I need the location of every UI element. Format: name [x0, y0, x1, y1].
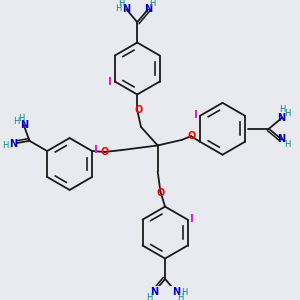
Text: H: H — [177, 293, 184, 300]
Text: I: I — [94, 145, 98, 155]
Text: H: H — [118, 0, 125, 8]
Text: H: H — [13, 117, 20, 126]
Text: N: N — [172, 287, 180, 297]
Text: H: H — [284, 140, 290, 149]
Text: H: H — [115, 4, 122, 13]
Text: N: N — [278, 134, 286, 145]
Text: N: N — [122, 4, 130, 14]
Text: O: O — [156, 188, 165, 198]
Text: H: H — [150, 0, 156, 8]
Text: O: O — [188, 131, 196, 141]
Text: I: I — [108, 77, 112, 87]
Text: O: O — [101, 147, 109, 157]
Text: N: N — [20, 120, 28, 130]
Text: I: I — [194, 110, 198, 120]
Text: H: H — [18, 114, 24, 123]
Text: N: N — [9, 139, 17, 149]
Text: H: H — [146, 293, 153, 300]
Text: N: N — [278, 113, 286, 123]
Text: I: I — [190, 214, 194, 224]
Text: H: H — [3, 140, 9, 149]
Text: N: N — [144, 4, 152, 14]
Text: N: N — [150, 287, 158, 297]
Text: O: O — [135, 105, 143, 115]
Text: H: H — [284, 109, 290, 118]
Text: H: H — [279, 105, 286, 114]
Text: H: H — [181, 288, 187, 297]
